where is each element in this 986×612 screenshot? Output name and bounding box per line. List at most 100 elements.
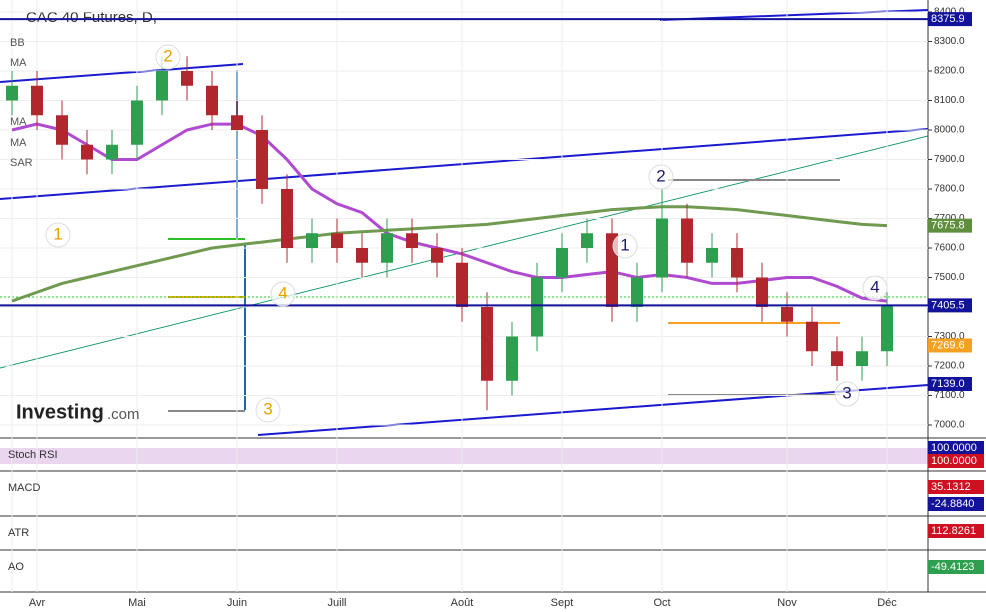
candle-body [581,233,593,248]
indicator-tag [928,480,984,494]
candle-body [756,277,768,307]
study-label: MA [10,137,27,149]
study-label: MA [10,116,27,128]
price-tag-label: 7675.8 [931,220,965,232]
candle-body [531,277,543,337]
x-tick-label: Août [451,597,474,609]
wave-label: 2 [163,46,172,65]
wave-label: 4 [278,283,287,302]
y-tick-label: 8100.0 [934,95,965,106]
y-tick-label: 7900.0 [934,154,965,165]
candle-body [31,85,43,116]
wave-marker [834,381,860,407]
candle-body [406,233,418,248]
price-tag [928,298,972,313]
y-tick-label: 7800.0 [934,184,965,195]
y-tick-label: 7500.0 [934,272,965,283]
wave-label: 1 [620,235,629,254]
wave-marker [270,281,296,307]
candle-body [456,262,468,307]
candle-body [156,71,168,101]
wave-marker [155,44,181,70]
indicator-tag-label: -49.4123 [931,561,974,573]
y-tick-label: 8000.0 [934,125,965,136]
candle-body [781,307,793,322]
wave-marker [862,275,888,301]
trendlines [0,9,929,436]
price-tag [928,218,972,233]
price-tag-label: 7139.0 [931,378,965,390]
wave-marker [648,164,674,190]
candle-body [6,85,18,101]
x-tick-label: Mai [128,597,146,609]
x-tick-label: Avr [29,597,46,609]
candle-body [331,233,343,248]
indicator-tag-label: 112.8261 [931,525,976,537]
indicator-name: AO [8,561,24,573]
price-tag-label: 7269.6 [931,339,965,351]
x-tick-label: Sept [551,597,574,609]
candle-body [131,100,143,145]
stoch-band [0,448,928,464]
price-tag [928,12,972,27]
indicator-tag [928,524,984,538]
candle-body [256,130,268,189]
wave-marker [612,233,638,259]
watermark: Investing [16,401,104,423]
moving-average [11,205,888,303]
price-tag [928,338,972,353]
candle-body [556,248,568,278]
study-label: MA [10,57,27,69]
candle-body [431,248,443,263]
candle-body [806,321,818,352]
candle-body [56,115,68,145]
candle-body [81,144,93,160]
candle-body [506,336,518,381]
candle-body [281,189,293,248]
indicator-tag [928,497,984,511]
indicator-tag-label: 100.0000 [931,442,977,454]
indicator-name: ATR [8,527,29,539]
wave-label: 4 [870,277,879,296]
x-tick-label: Juill [328,597,347,609]
y-tick-label: 8200.0 [934,66,965,77]
indicator-tag-label: 100.0000 [931,455,977,467]
price-tag-label: 7405.5 [931,299,965,311]
wave-label: 2 [656,166,665,185]
study-label: BB [10,37,25,49]
candle-body [881,305,893,352]
candle-body [681,218,693,263]
wave-marker [45,222,71,248]
trendline [0,135,929,369]
y-tick-label: 7000.0 [934,420,965,431]
indicator-name: Stoch RSI [8,449,58,461]
indicator-name: MACD [8,482,40,494]
candle-body [831,351,843,366]
candle-body [731,248,743,278]
x-tick-label: Oct [653,597,670,609]
candle-body [656,218,668,278]
candle-body [181,71,193,86]
candle-body [231,115,243,130]
study-label: SAR [10,157,33,169]
candle-body [706,248,718,263]
candle-body [856,351,868,366]
indicator-tag [928,560,984,574]
price-tag-label: 8375.9 [931,13,965,25]
trendline [257,384,929,436]
wave-label: 3 [263,399,272,418]
price-tag [928,376,972,391]
y-tick-label: 7200.0 [934,361,965,372]
candle-body [381,233,393,263]
chart-title: CAC 40 Futures, D, [26,9,157,26]
wave-marker [255,397,281,423]
candle-body [481,307,493,381]
candle-body [206,85,218,116]
x-tick-label: Nov [777,597,797,609]
y-tick-label: 7100.0 [934,390,965,401]
indicator-tag-label: 35.1312 [931,481,971,493]
y-tick-label: 7600.0 [934,243,965,254]
y-tick-label: 8300.0 [934,36,965,47]
y-tick-label: 7300.0 [934,331,965,342]
